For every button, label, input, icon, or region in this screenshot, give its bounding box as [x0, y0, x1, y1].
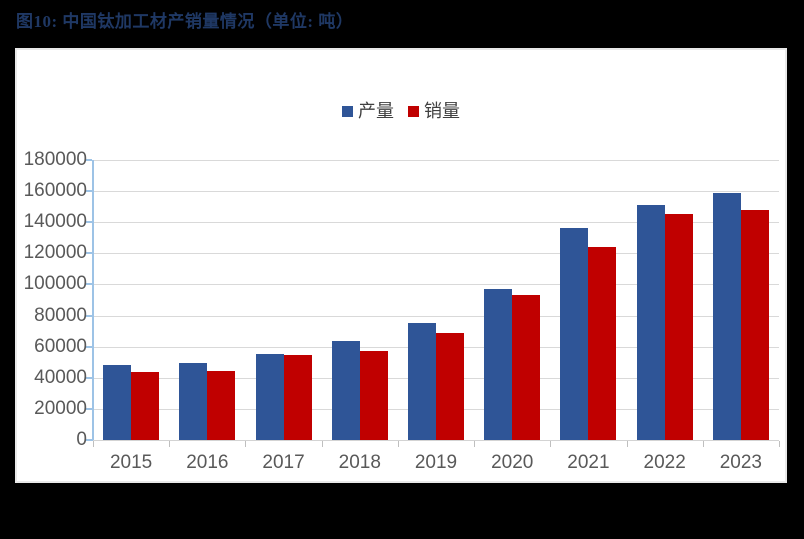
bar-group-2015 — [93, 160, 169, 440]
bar-销量-2023 — [740, 209, 769, 440]
bar-group-2021 — [550, 160, 626, 440]
bar-产量-2022 — [636, 205, 665, 440]
legend-label-sales: 销量 — [424, 101, 460, 121]
x-tick — [550, 441, 552, 447]
legend-label-production: 产量 — [358, 101, 394, 121]
y-tick-label: 80000 — [34, 304, 87, 326]
gridline — [93, 315, 779, 317]
x-tick — [626, 441, 628, 447]
x-tick-label: 2018 — [338, 452, 381, 473]
y-tick-label: 60000 — [34, 335, 87, 357]
gridline — [93, 160, 779, 161]
chart: 产量 销量 2015 2016 2017 2018 2019 2020 2021 2022 20… — [17, 50, 785, 481]
bar-产量-2017 — [255, 354, 284, 440]
bar-产量-2015 — [103, 365, 132, 440]
bar-销量-2021 — [588, 247, 617, 440]
bar-group-2022 — [627, 160, 703, 440]
y-tick-label: 140000 — [23, 211, 87, 233]
bar-产量-2019 — [407, 323, 436, 440]
gridline — [93, 284, 779, 286]
y-tick — [86, 252, 92, 255]
x-tick-label: 2015 — [109, 452, 153, 473]
y-tick-label: 180000 — [23, 149, 87, 170]
bar-产量-2020 — [484, 289, 513, 440]
x-tick — [93, 441, 94, 447]
gridline — [93, 222, 779, 224]
legend-swatch-sales-icon — [408, 105, 419, 117]
x-tick-label: 2017 — [262, 452, 305, 473]
x-tick-label: 2016 — [186, 452, 229, 473]
x-axis-labels: 2015 2016 2017 2018 2019 2020 2021 2022 2023 — [93, 452, 779, 475]
figure-title: 图10: 中国钛加工材产销量情况（单位: 吨） — [16, 12, 354, 31]
x-tick-label: 2021 — [567, 452, 610, 473]
x-tick-label: 2022 — [643, 452, 686, 473]
y-tick-label: 40000 — [34, 366, 87, 388]
y-tick-label: 160000 — [23, 180, 87, 202]
y-tick-label: 120000 — [23, 242, 87, 264]
chart-legend: 产量 销量 — [17, 102, 785, 120]
bar-group-2018 — [322, 160, 398, 440]
x-tick-label: 2023 — [719, 452, 762, 473]
bar-销量-2017 — [283, 355, 312, 440]
y-axis-line — [92, 160, 94, 441]
bar-销量-2015 — [131, 372, 160, 440]
y-tick-label: 0 — [76, 429, 87, 450]
x-tick — [702, 441, 704, 447]
bar-销量-2016 — [207, 370, 236, 440]
y-tick — [86, 159, 92, 161]
bar-group-2016 — [169, 160, 245, 440]
chart-panel: 产量 销量 2015 2016 2017 2018 2019 2020 2021 2022 20… — [15, 48, 787, 483]
bar-group-2017 — [245, 160, 321, 440]
plot-area — [86, 159, 780, 447]
x-tick-label: 2020 — [491, 452, 534, 473]
y-tick — [86, 314, 92, 317]
y-tick — [86, 407, 92, 410]
bar-产量-2023 — [712, 192, 741, 440]
bar-产量-2021 — [560, 228, 589, 440]
bar-groups — [93, 160, 779, 440]
bar-group-2020 — [474, 160, 550, 440]
legend-item-sales: 销量 — [408, 102, 460, 120]
bar-产量-2018 — [331, 341, 360, 440]
x-tick — [245, 441, 247, 447]
gridline — [93, 191, 779, 193]
y-tick — [86, 221, 92, 224]
y-tick — [86, 190, 92, 193]
x-tick — [169, 441, 171, 447]
x-tick — [779, 441, 780, 447]
bar-销量-2022 — [664, 213, 693, 440]
bar-group-2019 — [398, 160, 474, 440]
x-tick — [397, 441, 399, 447]
x-axis-line — [93, 440, 779, 441]
bar-销量-2019 — [435, 333, 464, 440]
gridline — [93, 253, 779, 255]
legend-swatch-production-icon — [342, 105, 353, 117]
y-tick — [86, 283, 92, 286]
y-tick — [86, 376, 92, 379]
x-tick-label: 2019 — [414, 452, 458, 473]
y-tick-label: 20000 — [34, 397, 87, 419]
bar-销量-2018 — [359, 351, 388, 440]
y-tick — [86, 345, 92, 348]
x-tick — [474, 441, 476, 447]
x-tick — [321, 441, 323, 447]
bar-产量-2016 — [179, 363, 208, 440]
bar-group-2023 — [703, 160, 779, 440]
y-tick-label: 100000 — [23, 273, 87, 295]
legend-item-production: 产量 — [342, 102, 394, 120]
y-tick — [86, 439, 92, 441]
bar-销量-2020 — [512, 294, 541, 440]
